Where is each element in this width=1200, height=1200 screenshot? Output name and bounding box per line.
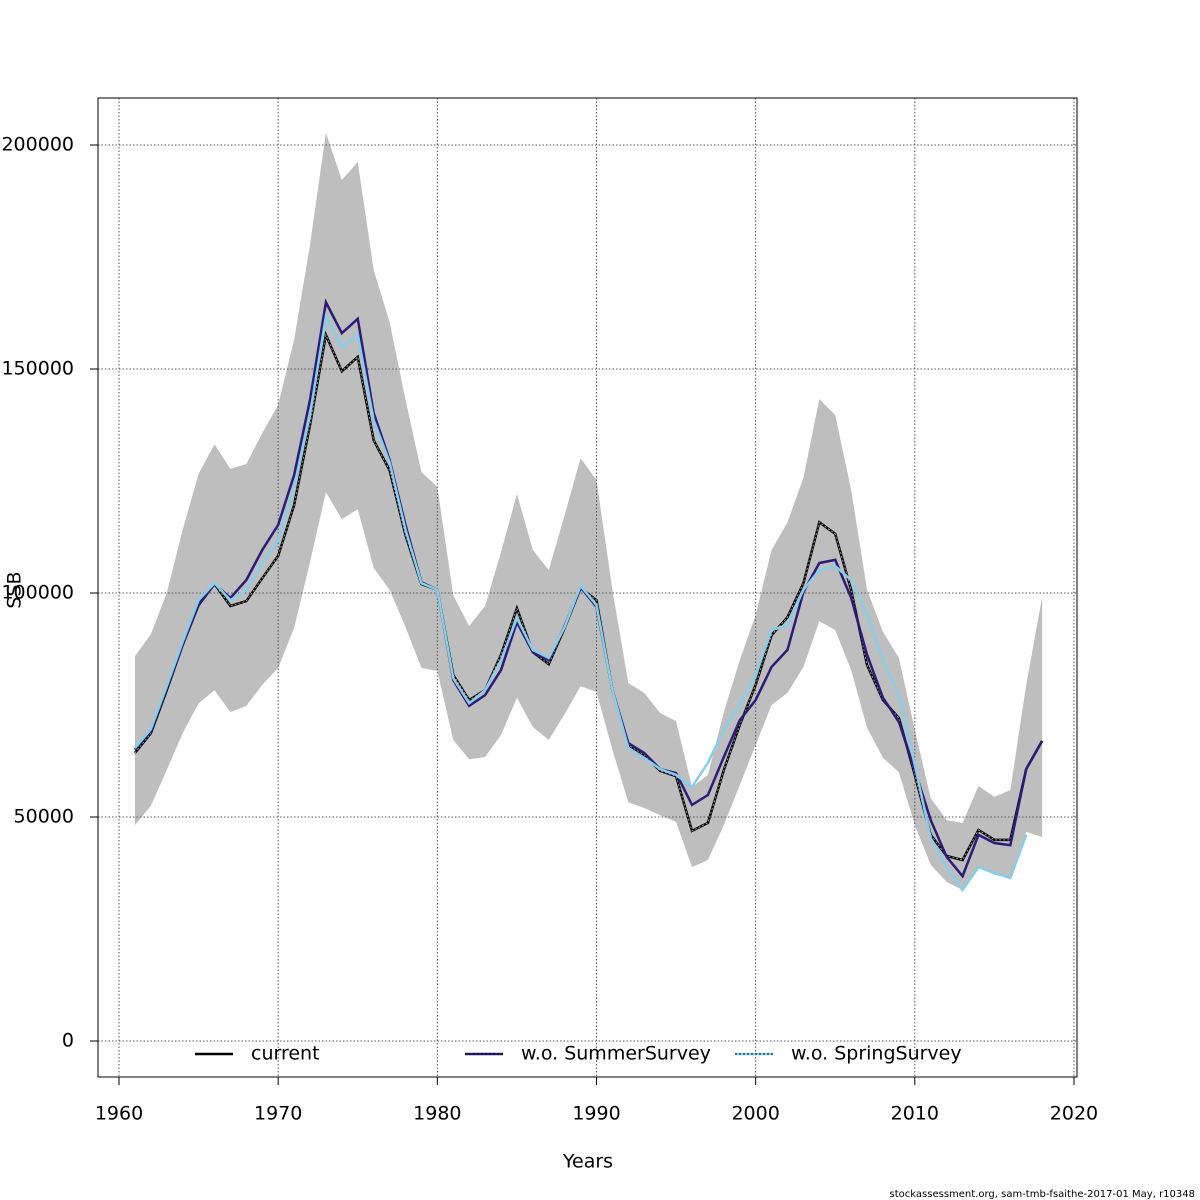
y-tick-label: 150000 — [1, 357, 74, 379]
y-tick-label: 50000 — [14, 805, 74, 827]
legend-label: w.o. SpringSurvey — [791, 1043, 962, 1065]
y-tick-label: 200000 — [1, 133, 74, 155]
confidence-band — [134, 132, 1043, 891]
x-tick-label: 1970 — [254, 1103, 302, 1125]
y-tick-label: 0 — [62, 1029, 74, 1051]
series-line — [133, 312, 1028, 893]
x-tick-label: 1980 — [413, 1103, 461, 1125]
y-axis-label: SSB — [4, 571, 26, 608]
y-tick-label: 100000 — [1, 581, 74, 603]
legend-label: current — [251, 1043, 320, 1065]
plot-frame — [97, 97, 1078, 1078]
legend-label: w.o. SummerSurvey — [521, 1043, 711, 1065]
x-tick-label: 2010 — [891, 1103, 939, 1125]
x-tick-label: 1990 — [572, 1103, 620, 1125]
x-tick-label: 2000 — [731, 1103, 779, 1125]
footnote: stockassessment.org, sam-tmb-fsaithe-201… — [890, 1189, 1195, 1200]
x-tick-label: 2020 — [1050, 1103, 1098, 1125]
x-axis-label: Years — [562, 1151, 613, 1173]
x-tick-label: 1960 — [95, 1103, 143, 1125]
